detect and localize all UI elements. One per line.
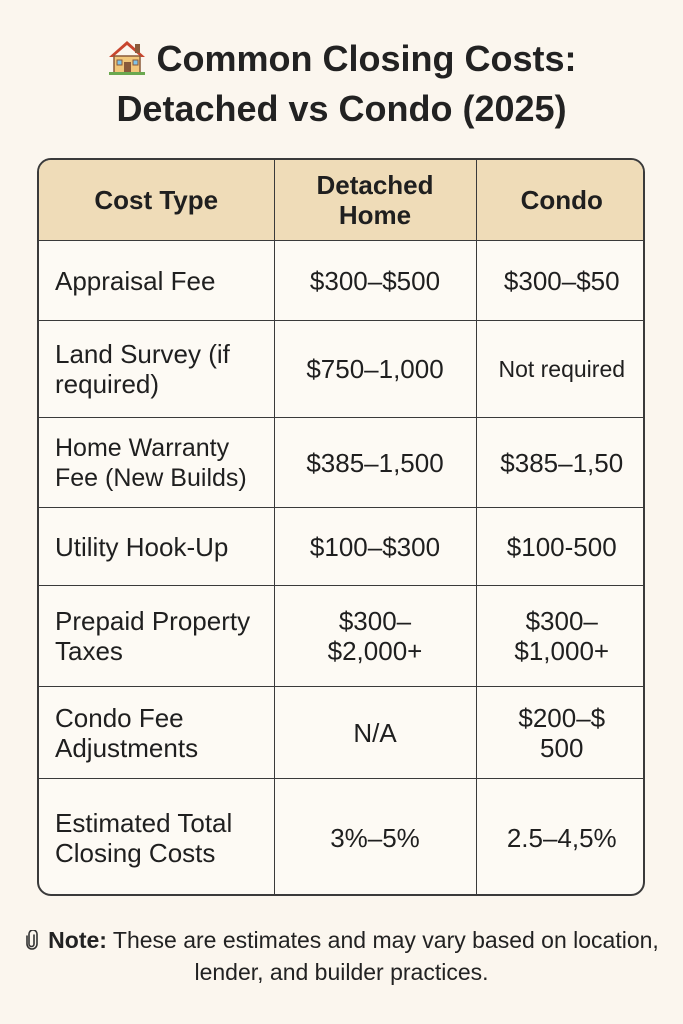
paperclip-icon [24,926,40,950]
cell-condo: $200–$ 500 [475,686,643,779]
cell-cost-type: Estimated Total Closing Costs [39,778,275,894]
table-row: Utility Hook-Up $100–$300 $100-500 [39,507,643,586]
table-row: Appraisal Fee $300–$500 $300–$50 [39,240,643,321]
table-row: Estimated Total Closing Costs 3%–5% 2.5–… [39,778,643,894]
table-row: Condo Fee Adjustments N/A $200–$ 500 [39,686,643,779]
header-detached-home: Detached Home [273,160,477,241]
cell-cost-type: Condo Fee Adjustments [39,686,275,779]
footnote: Note: These are estimates and may vary b… [0,924,683,988]
cell-condo: $300–$50 [475,240,643,321]
cell-condo: $100-500 [475,507,643,586]
table-row: Prepaid Property Taxes $300–$2,000+ $300… [39,585,643,687]
cell-detached: $385–1,500 [273,417,477,508]
house-icon [107,38,147,75]
note-text: These are estimates and may vary based o… [112,927,659,985]
cell-cost-type: Utility Hook-Up [39,507,275,586]
header-condo: Condo [475,160,643,241]
cell-cost-type: Appraisal Fee [39,240,275,321]
closing-costs-table: Cost Type Detached Home Condo Appraisal … [37,158,645,896]
title-line-1: Common Closing Costs: [0,34,683,84]
cell-condo: $300–$1,000+ [475,585,643,687]
cell-condo: $385–1,50 [475,417,643,508]
table-row: Home Warranty Fee (New Builds) $385–1,50… [39,417,643,508]
cell-condo: 2.5–4,5% [475,778,643,894]
title-text-1: Common Closing Costs: [156,38,577,79]
header-cost-type: Cost Type [39,160,275,241]
note-label: Note: [48,927,107,953]
cell-cost-type: Home Warranty Fee (New Builds) [39,417,275,508]
cell-condo: Not required [475,320,643,418]
title-line-2: Detached vs Condo (2025) [116,88,567,129]
cell-cost-type: Land Survey (if required) [39,320,275,418]
cell-detached: 3%–5% [273,778,477,894]
cell-detached: $300–$2,000+ [273,585,477,687]
table-header-row: Cost Type Detached Home Condo [39,160,643,241]
cell-detached: $750–1,000 [273,320,477,418]
cell-detached: $100–$300 [273,507,477,586]
cell-cost-type: Prepaid Property Taxes [39,585,275,687]
page-title: Common Closing Costs: Detached vs Condo … [0,34,683,134]
table-row: Land Survey (if required) $750–1,000 Not… [39,320,643,418]
cell-detached: $300–$500 [273,240,477,321]
cell-detached: N/A [273,686,477,779]
